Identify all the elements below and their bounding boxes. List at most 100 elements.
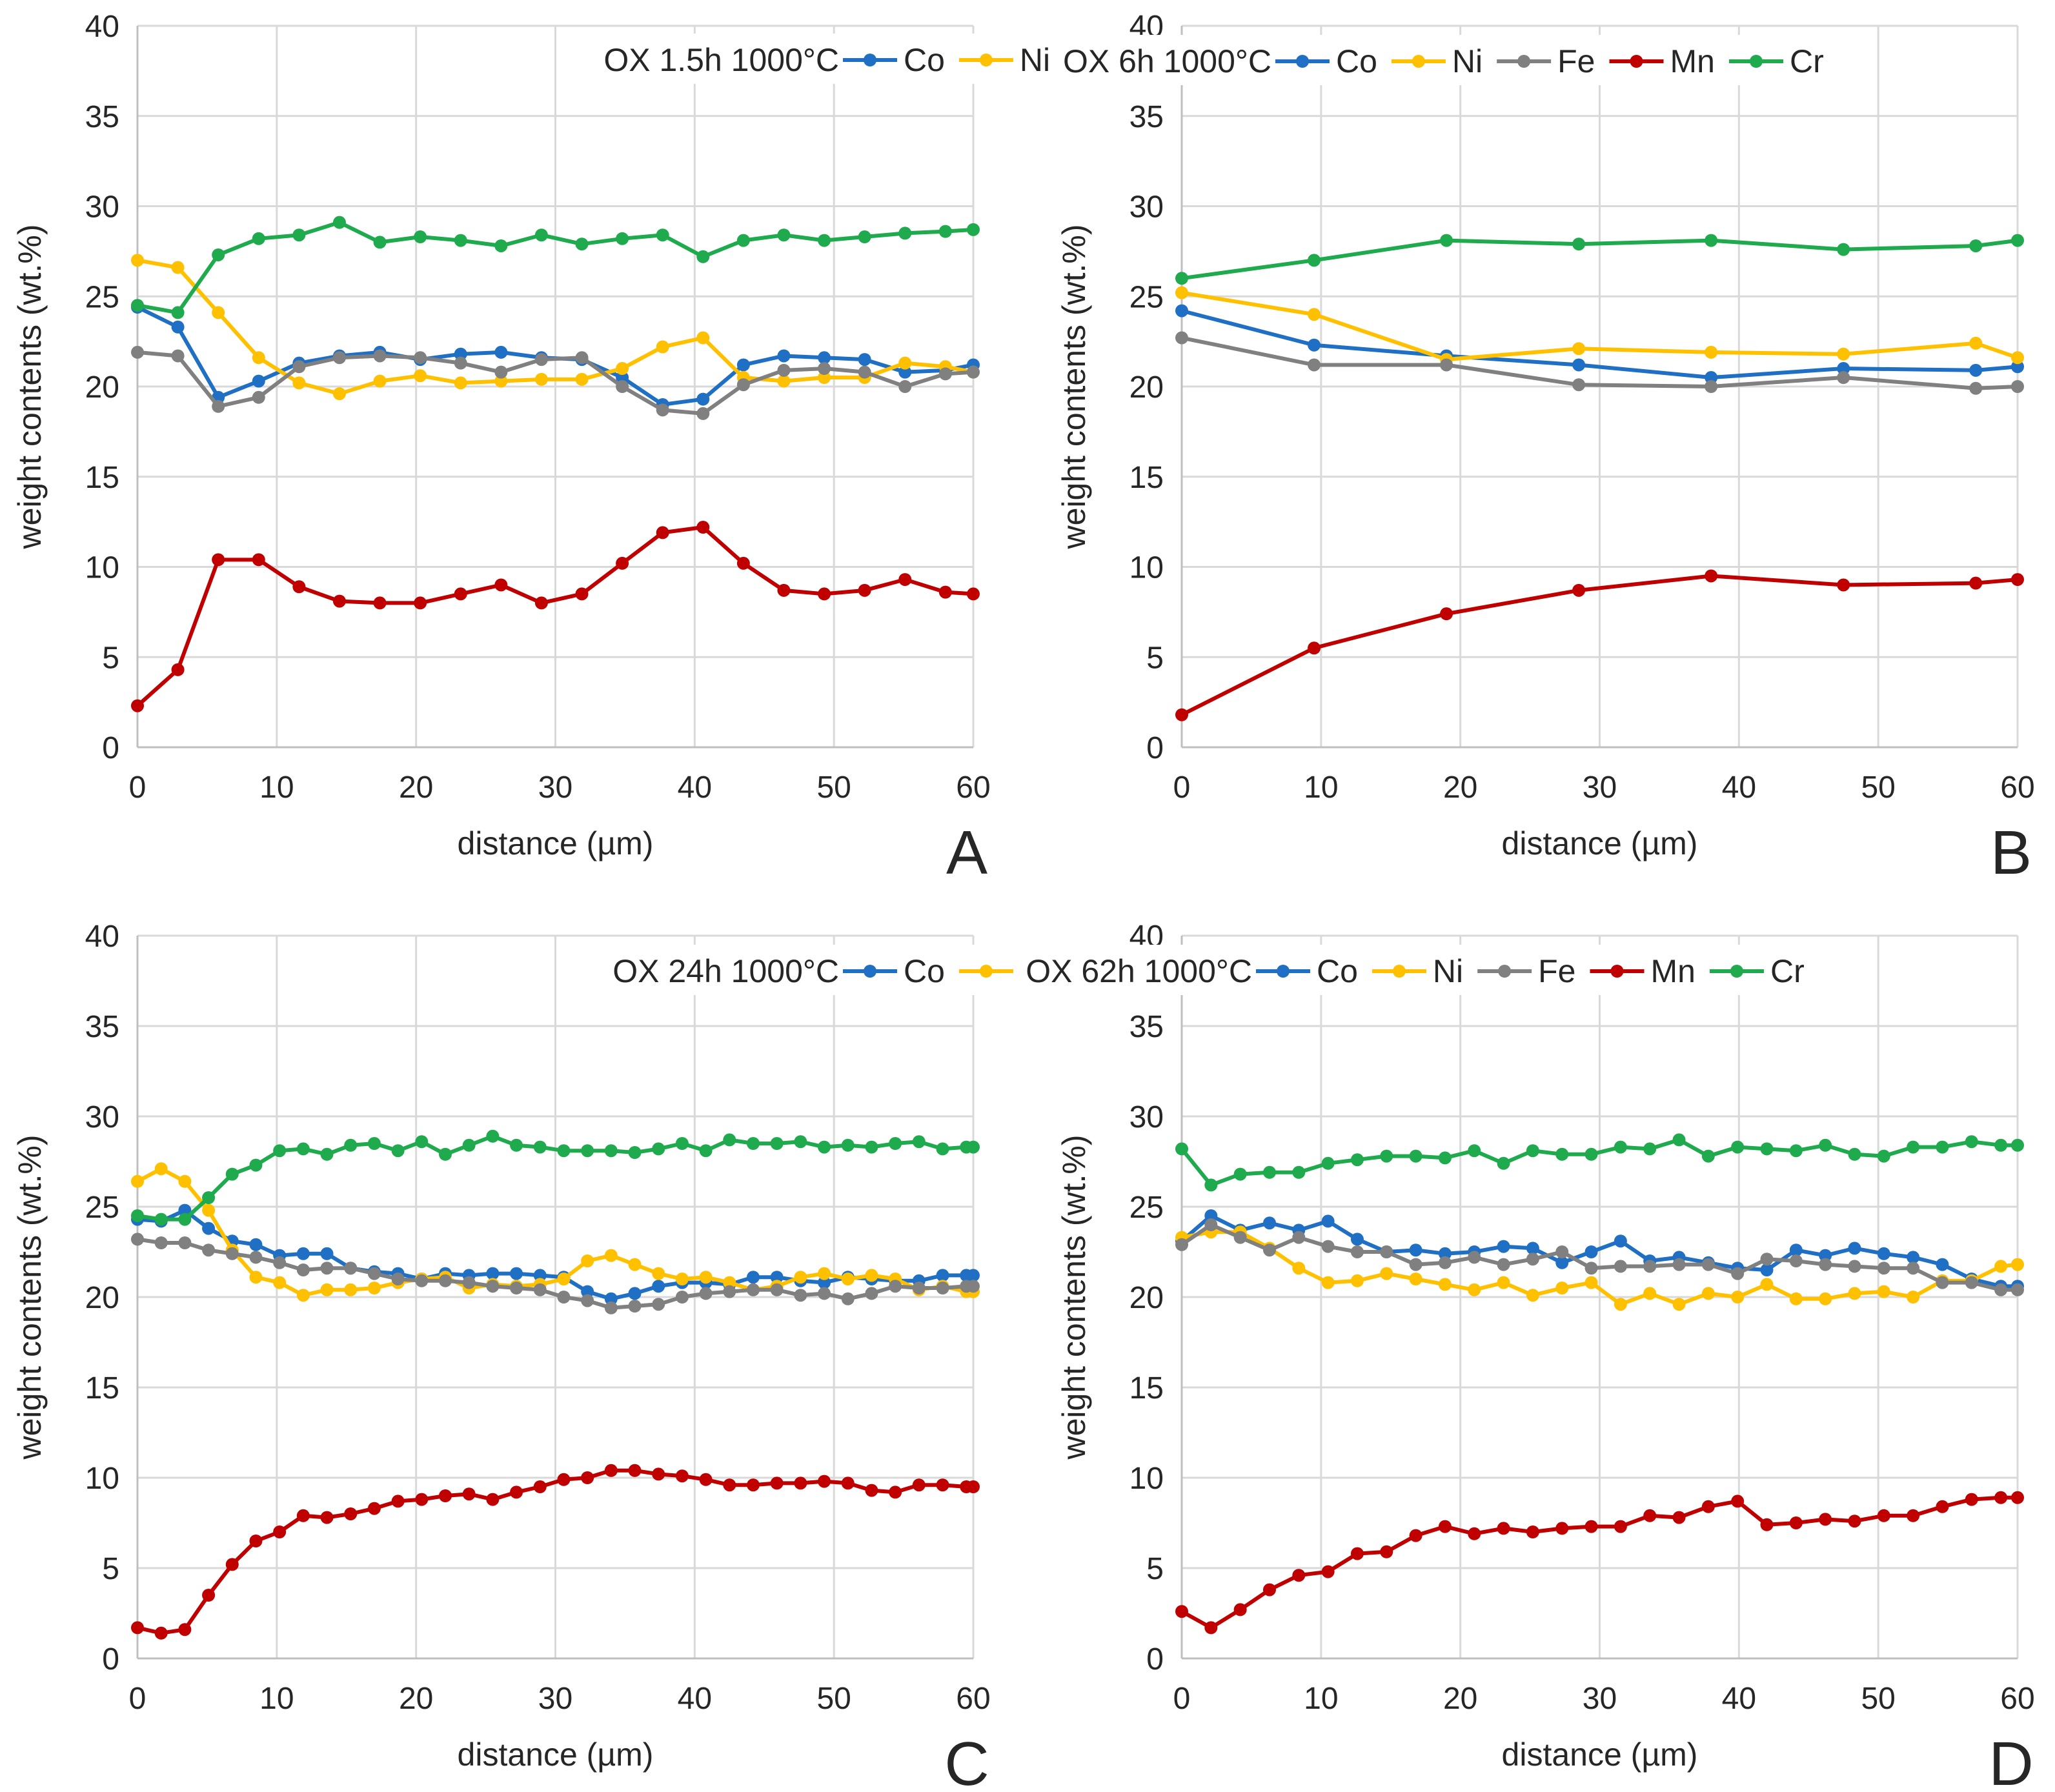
- data-point-cr: [462, 1138, 476, 1152]
- data-point-fe: [1789, 1254, 1803, 1267]
- data-point-cr: [1555, 1147, 1569, 1161]
- x-tick-label: 50: [1861, 770, 1895, 805]
- data-point-co: [533, 1269, 547, 1282]
- data-point-ni: [616, 362, 629, 376]
- data-point-ni: [1526, 1289, 1539, 1302]
- data-point-mn: [391, 1495, 405, 1508]
- legend-swatch-marker: [1412, 55, 1425, 68]
- data-point-fe: [296, 1263, 310, 1276]
- y-tick-label: 10: [85, 551, 119, 585]
- data-point-mn: [858, 583, 871, 597]
- data-point-ni: [1555, 1282, 1569, 1294]
- data-point-mn: [1526, 1525, 1539, 1538]
- data-point-fe: [252, 390, 265, 404]
- x-tick-label: 40: [678, 770, 712, 805]
- data-point-ni: [1837, 347, 1850, 361]
- data-point-co: [202, 1222, 216, 1235]
- data-point-fe: [770, 1283, 784, 1296]
- x-tick-label: 10: [259, 770, 294, 805]
- series-mn: [131, 521, 980, 712]
- data-point-co: [1760, 1263, 1774, 1276]
- legend-item-fe: Fe: [1497, 43, 1595, 79]
- data-point-mn: [1672, 1511, 1686, 1524]
- data-point-cr: [967, 223, 980, 236]
- data-point-ni: [557, 1273, 571, 1285]
- data-point-co: [936, 1269, 949, 1282]
- data-point-co: [770, 1271, 784, 1284]
- x-axis-title: distance (µm): [458, 825, 654, 861]
- data-point-mn: [699, 1473, 713, 1486]
- y-tick-label: 5: [102, 1552, 119, 1586]
- data-point-fe: [912, 1282, 926, 1294]
- legend-item-co: Co: [843, 953, 945, 989]
- data-point-co: [1438, 1247, 1452, 1260]
- data-point-fe: [1350, 1245, 1364, 1258]
- data-point-ni: [131, 1174, 144, 1188]
- data-point-mn: [1321, 1565, 1335, 1578]
- data-point-fe: [1380, 1245, 1393, 1258]
- x-tick-label: 30: [538, 770, 572, 805]
- data-point-ni: [534, 372, 548, 386]
- legend-background: [603, 945, 976, 995]
- data-point-cr: [699, 1144, 713, 1158]
- data-point-mn: [938, 585, 952, 599]
- legend-item-mn: Mn: [1609, 43, 1715, 79]
- y-axis-title: weight contents (wt.%): [1056, 225, 1092, 550]
- data-point-cr: [296, 1142, 310, 1156]
- data-point-mn: [1308, 641, 1321, 655]
- data-point-fe: [1262, 1243, 1276, 1257]
- data-point-cr: [367, 1137, 381, 1150]
- x-tick-label: 20: [1443, 1682, 1477, 1716]
- data-point-fe: [628, 1300, 642, 1313]
- data-point-fe: [1175, 1238, 1188, 1251]
- data-point-cr: [534, 228, 548, 242]
- data-point-mn: [770, 1476, 784, 1490]
- data-point-cr: [1572, 237, 1586, 251]
- data-point-co: [486, 1267, 500, 1280]
- data-point-mn: [373, 596, 387, 610]
- data-point-cr: [414, 230, 427, 244]
- data-point-ni: [1701, 1287, 1715, 1300]
- x-tick-label: 30: [538, 1682, 572, 1716]
- data-point-ni: [154, 1162, 168, 1176]
- y-tick-label: 30: [85, 1100, 119, 1134]
- data-point-mn: [178, 1623, 192, 1636]
- x-tick-label: 30: [1583, 1682, 1617, 1716]
- legend-item-co: Co: [1256, 953, 1358, 989]
- legend-label: Mn: [1670, 43, 1715, 79]
- data-point-fe: [967, 365, 980, 379]
- data-point-ni: [604, 1249, 618, 1262]
- series-line-cr: [1181, 238, 2018, 281]
- chart-title: OX 1.5h 1000°C: [603, 42, 839, 78]
- data-point-ni: [1848, 1287, 1861, 1300]
- data-point-fe: [736, 378, 750, 392]
- data-point-fe: [1572, 378, 1586, 392]
- data-point-mn: [581, 1471, 594, 1484]
- legend-label: Ni: [1433, 953, 1463, 989]
- y-tick-label: 25: [1129, 1191, 1164, 1225]
- y-tick-label: 30: [1129, 190, 1164, 225]
- data-point-cr: [1994, 1138, 2008, 1152]
- data-point-cr: [777, 228, 791, 242]
- y-axis-title: weight contents (wt.%): [12, 225, 48, 550]
- series-fe: [131, 1233, 980, 1314]
- data-point-mn: [249, 1535, 263, 1547]
- data-point-cr: [936, 1142, 949, 1156]
- data-point-cr: [865, 1140, 878, 1154]
- data-point-mn: [898, 573, 912, 587]
- data-point-cr: [696, 250, 710, 263]
- data-point-mn: [414, 596, 427, 610]
- data-point-co: [1848, 1242, 1861, 1255]
- legend-label: Ni: [1452, 43, 1483, 79]
- data-point-fe: [202, 1243, 216, 1257]
- legend-swatch-marker: [1498, 965, 1512, 978]
- data-point-cr: [818, 234, 831, 247]
- data-point-mn: [367, 1502, 381, 1515]
- data-point-fe: [212, 399, 225, 413]
- x-tick-label: 0: [1173, 770, 1191, 805]
- data-point-mn: [1572, 583, 1586, 597]
- data-point-fe: [794, 1289, 807, 1302]
- legend-item-cr: Cr: [1728, 43, 1824, 79]
